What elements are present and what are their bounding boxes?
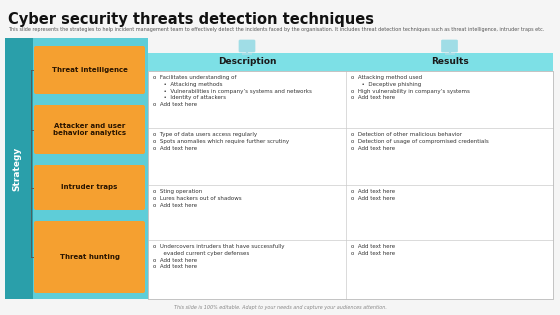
FancyBboxPatch shape bbox=[5, 38, 33, 299]
Text: Strategy: Strategy bbox=[12, 146, 21, 191]
FancyBboxPatch shape bbox=[33, 38, 148, 299]
FancyBboxPatch shape bbox=[148, 53, 346, 71]
FancyBboxPatch shape bbox=[346, 53, 553, 71]
Text: o  Add text here
o  Add text here: o Add text here o Add text here bbox=[351, 189, 395, 201]
Text: o  Attacking method used
      •  Deceptive phishing
o  High vulnerability in co: o Attacking method used • Deceptive phis… bbox=[351, 75, 470, 100]
FancyBboxPatch shape bbox=[148, 71, 553, 299]
FancyBboxPatch shape bbox=[5, 38, 148, 299]
FancyBboxPatch shape bbox=[34, 46, 145, 94]
Text: ⬜: ⬜ bbox=[244, 40, 250, 50]
FancyBboxPatch shape bbox=[441, 40, 458, 52]
Text: Cyber security threats detection techniques: Cyber security threats detection techniq… bbox=[8, 12, 374, 27]
FancyBboxPatch shape bbox=[34, 221, 145, 293]
Text: Description: Description bbox=[218, 58, 276, 66]
Text: o  Sting operation
o  Lures hackers out of shadows
o  Add text here: o Sting operation o Lures hackers out of… bbox=[153, 189, 241, 208]
Text: o  Undercovers intruders that have successfully
      evaded current cyber defen: o Undercovers intruders that have succes… bbox=[153, 244, 284, 269]
Text: o  Add text here
o  Add text here: o Add text here o Add text here bbox=[351, 244, 395, 256]
Text: This slide is 100% editable. Adapt to your needs and capture your audiences atte: This slide is 100% editable. Adapt to yo… bbox=[174, 305, 386, 310]
Text: Results: Results bbox=[431, 58, 468, 66]
Text: o  Detection of other malicious behavior
o  Detection of usage of compromised cr: o Detection of other malicious behavior … bbox=[351, 132, 489, 151]
FancyBboxPatch shape bbox=[239, 40, 255, 52]
Text: Threat intelligence: Threat intelligence bbox=[52, 67, 128, 73]
Text: Intruder traps: Intruder traps bbox=[61, 185, 118, 191]
FancyBboxPatch shape bbox=[34, 105, 145, 154]
Text: o  Type of data users access regularly
o  Spots anomalies which require further : o Type of data users access regularly o … bbox=[153, 132, 289, 151]
Text: Threat hunting: Threat hunting bbox=[59, 254, 119, 260]
Text: o  Facilitates understanding of
      •  Attacking methods
      •  Vulnerabilit: o Facilitates understanding of • Attacki… bbox=[153, 75, 312, 107]
Text: This slide represents the strategies to help incident management team to effecti: This slide represents the strategies to … bbox=[8, 27, 544, 32]
FancyBboxPatch shape bbox=[34, 165, 145, 210]
Text: Attacker and user
behavior analytics: Attacker and user behavior analytics bbox=[53, 123, 126, 136]
Text: ⬜: ⬜ bbox=[446, 40, 453, 50]
